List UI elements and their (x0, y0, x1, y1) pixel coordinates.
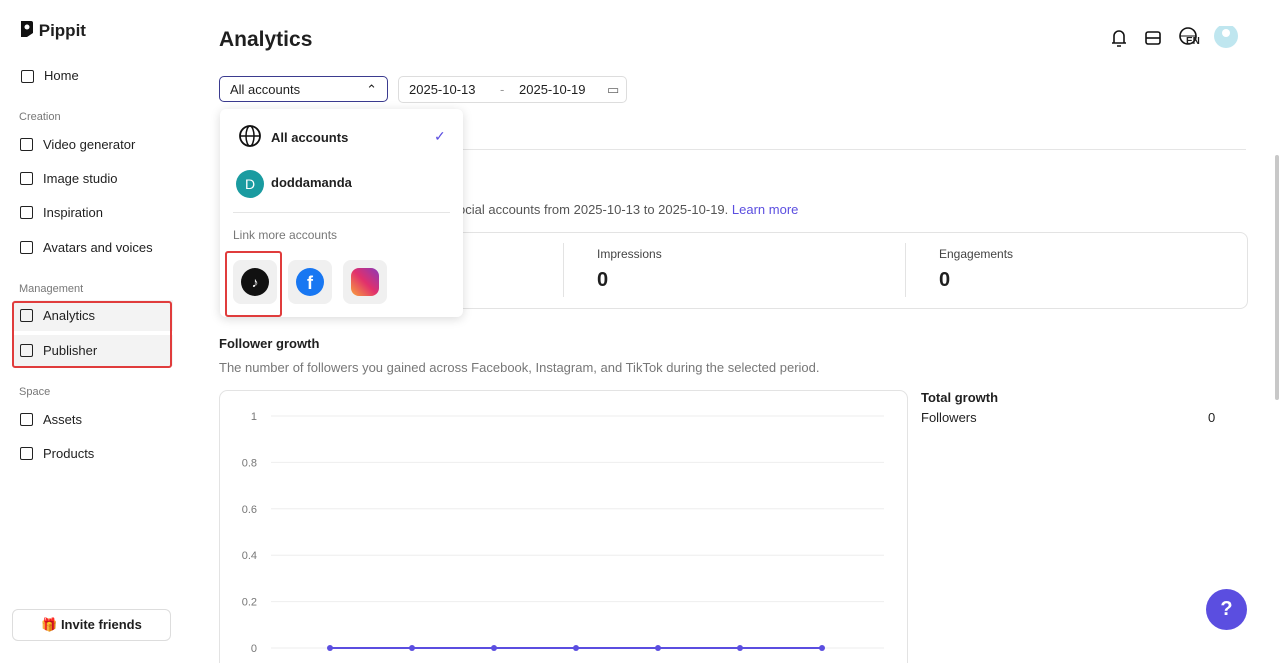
instagram-button[interactable] (343, 260, 387, 304)
chart: 0 0.2 0.4 0.6 0.8 1 (219, 390, 908, 663)
option-all-accounts[interactable]: All accounts (271, 130, 349, 145)
check-icon: ✓ (434, 128, 446, 144)
account-select-text: All accounts (230, 82, 301, 97)
tab-divider (463, 149, 1246, 150)
logo[interactable]: Pippit (20, 20, 86, 41)
date-separator: - (500, 82, 505, 97)
section-description: The number of followers you gained acros… (219, 360, 820, 375)
nav-item[interactable]: Video generator (20, 137, 135, 152)
total-title: Total growth (921, 390, 999, 405)
data-point (409, 645, 415, 651)
metric-label: Engagements (939, 247, 1014, 261)
y-tick-label: 0.4 (242, 550, 257, 562)
data-point (491, 645, 497, 651)
nav-item[interactable]: Assets (20, 412, 82, 427)
nav-item[interactable]: Publisher (14, 335, 173, 366)
section-title: Follower growth (219, 336, 320, 351)
y-tick-label: 0.6 (242, 504, 257, 516)
invite-text: Invite friends (60, 617, 142, 632)
y-tick-label: 1 (251, 411, 257, 423)
globe-icon (239, 125, 261, 147)
metrics-card: Impressions 0 Engagements 0 (440, 232, 1248, 309)
data-point (737, 645, 743, 651)
facebook-button[interactable]: f (288, 260, 332, 304)
scrollbar (1275, 155, 1279, 400)
logo-text: Pippit (38, 21, 86, 40)
option-account[interactable]: doddamanda (271, 175, 352, 190)
metric-label: Impressions (597, 247, 662, 261)
highlight-box (225, 251, 282, 317)
nav-item[interactable]: Analytics (14, 300, 173, 331)
bell-icon[interactable] (1112, 30, 1126, 47)
data-point (327, 645, 333, 651)
chart-card (219, 390, 908, 663)
logo-icon (21, 21, 33, 37)
tiktok-button[interactable]: ♪ (233, 260, 277, 304)
page-title: Analytics (219, 28, 313, 51)
section-title: Space (19, 386, 51, 398)
language[interactable]: EN (1186, 36, 1200, 47)
top-icons (1112, 26, 1238, 48)
nav-item[interactable]: Avatars and voices (20, 240, 153, 255)
total-label: Followers (921, 410, 977, 425)
link-more-label: Link more accounts (233, 228, 338, 242)
data-point (573, 645, 579, 651)
help-button[interactable]: ? (1206, 589, 1247, 630)
date-start: 2025-10-13 (409, 82, 476, 97)
metric-value: 0 (597, 269, 609, 291)
nav-item[interactable]: Image studio (20, 171, 117, 186)
learn-more[interactable]: Learn more (731, 202, 799, 217)
metric-value: 0 (939, 269, 951, 291)
data-point (819, 645, 825, 651)
summary: ocial accounts from 2025-10-13 to 2025-1… (458, 202, 798, 217)
y-tick-label: 0.2 (242, 597, 257, 609)
date-end: 2025-10-19 (519, 82, 586, 97)
nav-item[interactable]: Products (20, 446, 94, 461)
data-point (655, 645, 661, 651)
summary-text: ocial accounts from 2025-10-13 to 2025-1… (458, 202, 729, 217)
date-range[interactable]: 2025-10-13 - 2025-10-19 ▭ (398, 76, 627, 103)
account-avatar: D (236, 170, 264, 198)
highlight-box (12, 301, 172, 368)
nav-item[interactable]: Home (44, 68, 79, 83)
account-select[interactable]: All accounts ⌃ (219, 76, 388, 102)
section-title: Creation (19, 111, 61, 123)
total-value: 0 (1208, 410, 1216, 425)
invite-button[interactable]: 🎁 Invite friends (12, 609, 171, 641)
account-dropdown: All accounts ✓ D doddamanda Link more ac… (220, 109, 463, 317)
y-tick-label: 0 (251, 643, 257, 655)
nav-item[interactable]: Inspiration (20, 205, 103, 220)
section-title: Management (19, 283, 84, 295)
y-tick-label: 0.8 (242, 457, 257, 469)
